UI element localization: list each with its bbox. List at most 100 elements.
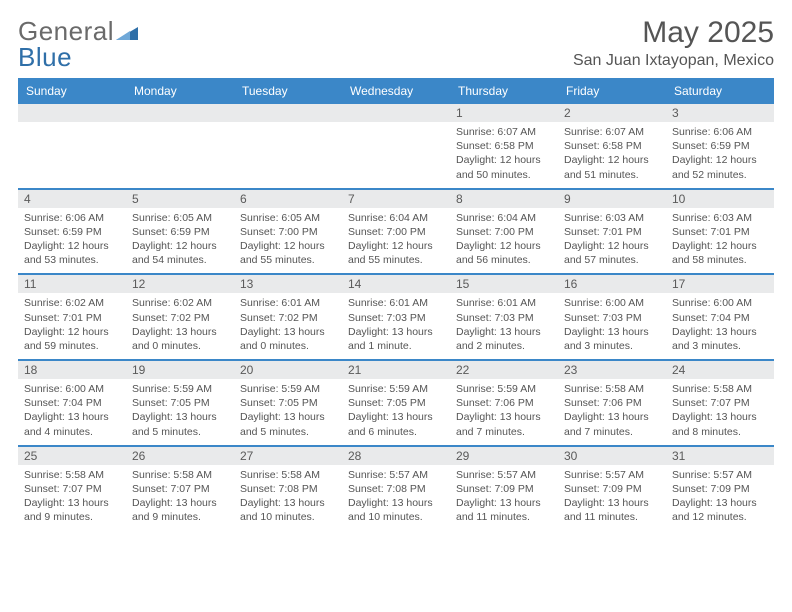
sunrise-line: Sunrise: 5:58 AM [24,468,120,482]
daylight-line: Daylight: 13 hours and 5 minutes. [132,410,228,438]
day-number: 22 [450,361,558,379]
sunrise-line: Sunrise: 6:00 AM [564,296,660,310]
sunrise-line: Sunrise: 6:01 AM [348,296,444,310]
calendar-cell: 11Sunrise: 6:02 AMSunset: 7:01 PMDayligh… [18,275,126,359]
sunrise-line: Sunrise: 6:07 AM [564,125,660,139]
day-number: 25 [18,447,126,465]
calendar-cell: 14Sunrise: 6:01 AMSunset: 7:03 PMDayligh… [342,275,450,359]
calendar-cell: 22Sunrise: 5:59 AMSunset: 7:06 PMDayligh… [450,361,558,445]
sunset-line: Sunset: 7:03 PM [564,311,660,325]
day-number: 9 [558,190,666,208]
daylight-line: Daylight: 13 hours and 6 minutes. [348,410,444,438]
sunrise-line: Sunrise: 5:58 AM [132,468,228,482]
calendar-cell: 23 Sunrise: 5:58 AMSunset: 7:06 PMDayligh… [558,361,666,445]
day-number: 7 [342,190,450,208]
sunset-line: Sunset: 6:59 PM [132,225,228,239]
calendar-cell: 25Sunrise: 5:58 AMSunset: 7:07 PMDayligh… [18,447,126,531]
calendar-cell: 7Sunrise: 6:04 AMSunset: 7:00 PMDaylight… [342,190,450,274]
daylight-line: Daylight: 12 hours and 54 minutes. [132,239,228,267]
calendar-cell: 17Sunrise: 6:00 AMSunset: 7:04 PMDayligh… [666,275,774,359]
daylight-line: Daylight: 13 hours and 12 minutes. [672,496,768,524]
calendar-cell: 6Sunrise: 6:05 AMSunset: 7:00 PMDaylight… [234,190,342,274]
day-number-strip [342,104,450,122]
calendar-cell: 24Sunrise: 5:58 AMSunset: 7:07 PMDayligh… [666,361,774,445]
day-number: 5 [126,190,234,208]
calendar-cell [18,104,126,188]
daylight-line: Daylight: 12 hours and 53 minutes. [24,239,120,267]
daylight-line: Daylight: 12 hours and 50 minutes. [456,153,552,181]
daylight-line: Daylight: 12 hours and 52 minutes. [672,153,768,181]
day-number: 16 [558,275,666,293]
daylight-line: Daylight: 13 hours and 11 minutes. [456,496,552,524]
sunset-line: Sunset: 7:07 PM [24,482,120,496]
calendar-cell: 10Sunrise: 6:03 AMSunset: 7:01 PMDayligh… [666,190,774,274]
day-number: 31 [666,447,774,465]
brand-text: General Blue [18,18,138,70]
day-number: 14 [342,275,450,293]
calendar-cell: 2Sunrise: 6:07 AMSunset: 6:58 PMDaylight… [558,104,666,188]
daylight-line: Daylight: 12 hours and 57 minutes. [564,239,660,267]
daylight-line: Daylight: 13 hours and 2 minutes. [456,325,552,353]
sunrise-line: Sunrise: 6:03 AM [672,211,768,225]
sunrise-line: Sunrise: 5:57 AM [672,468,768,482]
sunset-line: Sunset: 7:09 PM [456,482,552,496]
day-number: 18 [18,361,126,379]
sunset-line: Sunset: 7:02 PM [240,311,336,325]
sunrise-line: Sunrise: 5:59 AM [240,382,336,396]
brand-part2: Blue [18,42,72,72]
calendar-cell: 20Sunrise: 5:59 AMSunset: 7:05 PMDayligh… [234,361,342,445]
calendar-cell: 1Sunrise: 6:07 AMSunset: 6:58 PMDaylight… [450,104,558,188]
day-number: 30 [558,447,666,465]
sunset-line: Sunset: 7:00 PM [240,225,336,239]
daylight-line: Daylight: 13 hours and 5 minutes. [240,410,336,438]
day-number: 28 [342,447,450,465]
sunset-line: Sunset: 6:59 PM [24,225,120,239]
sunrise-line: Sunrise: 5:59 AM [456,382,552,396]
day-number: 23 [558,361,666,379]
sunset-line: Sunset: 7:06 PM [564,396,660,410]
day-number: 2 [558,104,666,122]
day-number: 6 [234,190,342,208]
daylight-line: Daylight: 13 hours and 10 minutes. [348,496,444,524]
sunrise-line: Sunrise: 6:05 AM [132,211,228,225]
calendar-cell [126,104,234,188]
daylight-line: Daylight: 13 hours and 7 minutes. [456,410,552,438]
calendar-cell: 5 Sunrise: 6:05 AMSunset: 6:59 PMDaylight… [126,190,234,274]
calendar-cell: 29Sunrise: 5:57 AMSunset: 7:09 PMDayligh… [450,447,558,531]
brand-mark-icon [116,18,138,44]
sunset-line: Sunset: 7:00 PM [348,225,444,239]
sunrise-line: Sunrise: 6:06 AM [672,125,768,139]
calendar-cell: 4Sunrise: 6:06 AMSunset: 6:59 PMDaylight… [18,190,126,274]
sunset-line: Sunset: 7:08 PM [348,482,444,496]
sunrise-line: Sunrise: 5:58 AM [240,468,336,482]
sunrise-line: Sunrise: 6:04 AM [456,211,552,225]
sunrise-line: Sunrise: 6:03 AM [564,211,660,225]
calendar-cell: 28Sunrise: 5:57 AMSunset: 7:08 PMDayligh… [342,447,450,531]
sunrise-line: Sunrise: 6:01 AM [240,296,336,310]
weekday-header: Tuesday [234,78,342,104]
day-number: 19 [126,361,234,379]
daylight-line: Daylight: 13 hours and 4 minutes. [24,410,120,438]
sunrise-line: Sunrise: 5:58 AM [564,382,660,396]
day-number-strip [126,104,234,122]
weekday-header: Saturday [666,78,774,104]
daylight-line: Daylight: 13 hours and 7 minutes. [564,410,660,438]
sunrise-line: Sunrise: 6:00 AM [24,382,120,396]
daylight-line: Daylight: 13 hours and 1 minute. [348,325,444,353]
calendar-cell: 15Sunrise: 6:01 AMSunset: 7:03 PMDayligh… [450,275,558,359]
calendar-cell: 21Sunrise: 5:59 AMSunset: 7:05 PMDayligh… [342,361,450,445]
location-label: San Juan Ixtayopan, Mexico [573,52,774,70]
sunset-line: Sunset: 7:02 PM [132,311,228,325]
day-number: 26 [126,447,234,465]
daylight-line: Daylight: 13 hours and 11 minutes. [564,496,660,524]
daylight-line: Daylight: 12 hours and 58 minutes. [672,239,768,267]
daylight-line: Daylight: 13 hours and 3 minutes. [564,325,660,353]
sunset-line: Sunset: 7:01 PM [672,225,768,239]
calendar-cell: 16 Sunrise: 6:00 AMSunset: 7:03 PMDayligh… [558,275,666,359]
sunset-line: Sunset: 7:04 PM [672,311,768,325]
day-number-strip [18,104,126,122]
daylight-line: Daylight: 13 hours and 0 minutes. [240,325,336,353]
sunset-line: Sunset: 7:01 PM [24,311,120,325]
day-number: 12 [126,275,234,293]
daylight-line: Daylight: 13 hours and 3 minutes. [672,325,768,353]
